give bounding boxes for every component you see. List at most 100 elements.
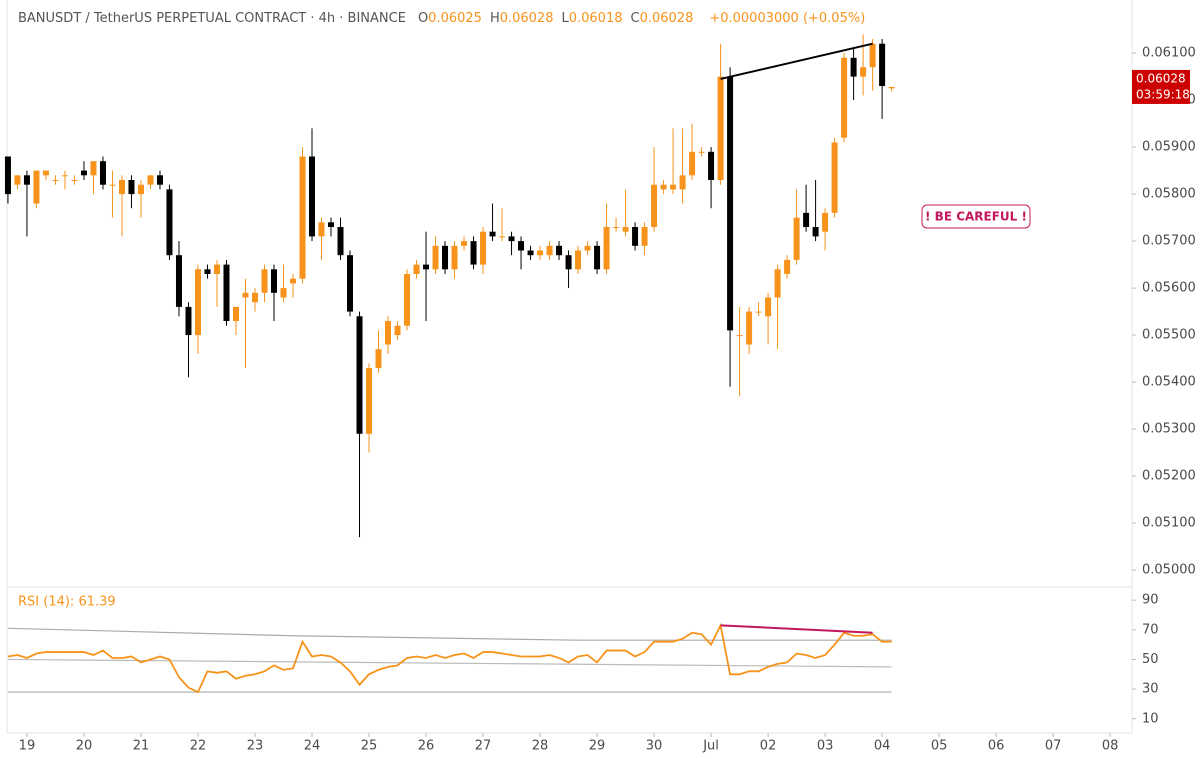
candle-body (698, 151, 705, 153)
candle-body (52, 180, 59, 182)
x-tick-label: 20 (76, 739, 93, 754)
candle-body (841, 57, 848, 138)
candle-body (185, 306, 192, 336)
candle-body (23, 175, 30, 185)
candle-body (641, 226, 648, 246)
candle-body (175, 255, 182, 307)
x-tick-label: 21 (133, 739, 150, 754)
y-tick-label: 30 (1142, 682, 1159, 697)
countdown: 03:59:18 (1136, 87, 1190, 101)
candle-body (156, 175, 163, 185)
candle-body (137, 184, 144, 195)
candle-body (80, 170, 87, 176)
candle-body (118, 180, 125, 195)
legend-value: 0.06028 (640, 11, 694, 26)
candle-body (442, 245, 449, 270)
candle-body (584, 245, 591, 251)
candle-body (480, 231, 487, 265)
y-tick-label: 0.05000 (1142, 563, 1196, 578)
legend-key: O (418, 11, 428, 26)
y-tick-label: 0.05500 (1142, 328, 1196, 343)
candle-body (270, 269, 277, 293)
rsi-band (7, 658, 892, 668)
x-tick-label: 05 (931, 739, 948, 754)
x-tick-label: 27 (475, 739, 492, 754)
candle-body (4, 156, 11, 195)
legend-key: C (631, 11, 640, 26)
note-box (921, 204, 1031, 229)
candle-body (594, 245, 601, 270)
x-tick-label: 28 (532, 739, 549, 754)
candle-body (679, 175, 686, 190)
price-label: 0.06028 (1136, 71, 1186, 85)
candle-body (347, 255, 354, 312)
candle-body (708, 151, 715, 181)
candle-body (223, 264, 230, 321)
candle-body (575, 250, 582, 270)
candle-body (755, 311, 762, 313)
rsi-title: RSI (14): 61.39 (18, 595, 116, 610)
candle-body (736, 335, 743, 337)
candle-body (869, 43, 876, 68)
candle-body (299, 156, 306, 279)
note: ! BE CAREFUL ! (925, 210, 1027, 224)
legend: BANUSDT / TetherUS PERPETUAL CONTRACT · … (18, 11, 865, 26)
candle-body (508, 236, 515, 242)
candle-body (166, 189, 173, 256)
candle-body (375, 349, 382, 368)
candle-body (546, 245, 553, 256)
candle-body (603, 226, 610, 270)
candle-body (518, 241, 525, 251)
y-tick-label: 50 (1142, 652, 1159, 667)
x-tick-label: 19 (19, 739, 36, 754)
rsi-line (7, 622, 892, 694)
x-tick-label: 08 (1102, 739, 1119, 754)
x-tick-label: 30 (646, 739, 663, 754)
x-tick-label: 22 (190, 739, 207, 754)
legend-title: BANUSDT / TetherUS PERPETUAL CONTRACT · … (18, 11, 406, 26)
candle-body (385, 320, 392, 345)
candle-body (423, 264, 430, 270)
candle-body (803, 212, 810, 227)
trendline (720, 624, 873, 634)
candle-body (774, 269, 781, 298)
candle-body (784, 259, 791, 274)
y-tick-label: 10 (1142, 711, 1159, 726)
candle-body (71, 180, 78, 182)
candle-body (499, 236, 506, 238)
candle-body (394, 325, 401, 336)
candle-body (537, 250, 544, 256)
candle-body (660, 184, 667, 190)
candle-body (822, 212, 829, 232)
x-tick-label: Jul (702, 739, 719, 754)
candle-body (556, 245, 563, 256)
candle-body (689, 151, 696, 176)
candle-body (622, 226, 629, 232)
candle-body (831, 142, 838, 213)
candle-body (461, 241, 468, 246)
legend-key: H (490, 11, 500, 26)
candle-body (242, 292, 249, 298)
candle-body (879, 43, 886, 87)
x-tick-label: 23 (247, 739, 264, 754)
x-tick-label: 02 (760, 739, 777, 754)
y-tick-label: 0.05200 (1142, 469, 1196, 484)
x-tick-label: 25 (361, 739, 378, 754)
candle-body (99, 161, 106, 185)
candle-body (565, 255, 572, 270)
legend-value: 0.06025 (428, 11, 482, 26)
legend-value: 0.06028 (500, 11, 554, 26)
candle-body (147, 175, 154, 185)
candle-body (888, 86, 895, 89)
candle-body (213, 264, 220, 274)
y-tick-label: 0.06100 (1142, 46, 1196, 61)
y-tick-label: 0.05800 (1142, 187, 1196, 202)
y-tick-label: 0.05700 (1142, 234, 1196, 249)
x-tick-label: 26 (418, 739, 435, 754)
legend-change: +0.00003000 (+0.05%) (709, 11, 865, 26)
candle-body (328, 222, 335, 227)
candle-body (470, 241, 477, 265)
y-tick-label: 70 (1142, 622, 1159, 637)
candle-body (451, 245, 458, 270)
